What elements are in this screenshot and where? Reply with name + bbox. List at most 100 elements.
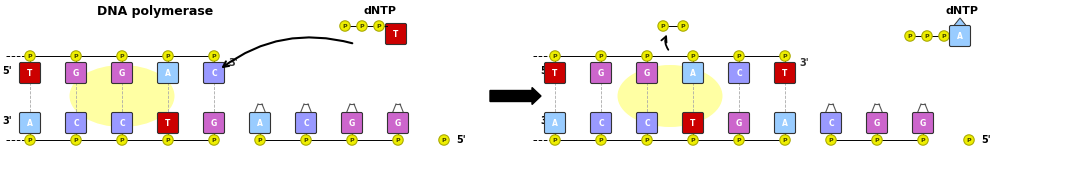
Text: P: P [553, 137, 557, 142]
Text: P: P [907, 33, 913, 39]
Circle shape [872, 135, 882, 145]
FancyBboxPatch shape [158, 62, 178, 84]
FancyBboxPatch shape [158, 113, 178, 134]
Circle shape [393, 135, 403, 145]
Polygon shape [639, 123, 654, 132]
Text: 5': 5' [540, 66, 550, 76]
Polygon shape [23, 123, 37, 132]
FancyBboxPatch shape [683, 62, 703, 84]
Circle shape [826, 135, 836, 145]
Text: P: P [645, 137, 649, 142]
Text: G: G [735, 118, 742, 127]
Text: 5': 5' [2, 66, 12, 76]
Circle shape [963, 135, 974, 145]
Polygon shape [686, 64, 700, 73]
Polygon shape [69, 123, 83, 132]
Polygon shape [916, 123, 930, 132]
Text: G: G [598, 68, 604, 78]
FancyBboxPatch shape [683, 113, 703, 134]
FancyBboxPatch shape [774, 113, 796, 134]
Circle shape [733, 135, 744, 145]
FancyBboxPatch shape [19, 62, 41, 84]
Text: P: P [212, 54, 216, 59]
Text: P: P [28, 137, 32, 142]
Polygon shape [299, 123, 313, 132]
Text: T: T [165, 118, 171, 127]
Text: P: P [875, 137, 879, 142]
FancyBboxPatch shape [544, 62, 566, 84]
Circle shape [780, 51, 791, 61]
FancyBboxPatch shape [203, 62, 225, 84]
Text: P: P [395, 137, 401, 142]
Text: A: A [782, 118, 788, 127]
Text: G: G [119, 68, 125, 78]
FancyBboxPatch shape [388, 113, 408, 134]
FancyBboxPatch shape [913, 113, 933, 134]
Text: A: A [552, 118, 558, 127]
Text: P: P [680, 23, 686, 28]
Polygon shape [548, 64, 563, 73]
FancyBboxPatch shape [866, 113, 888, 134]
Text: C: C [644, 118, 650, 127]
Polygon shape [824, 123, 838, 132]
Text: P: P [165, 54, 171, 59]
Text: P: P [120, 54, 124, 59]
Polygon shape [161, 64, 175, 73]
FancyBboxPatch shape [111, 62, 133, 84]
Circle shape [678, 21, 688, 31]
Polygon shape [869, 123, 885, 132]
Text: A: A [165, 68, 171, 78]
Circle shape [918, 135, 928, 145]
Polygon shape [778, 64, 793, 73]
Circle shape [438, 135, 449, 145]
Circle shape [550, 51, 561, 61]
Text: G: G [211, 118, 217, 127]
Text: G: G [72, 68, 79, 78]
Text: P: P [920, 137, 926, 142]
Text: P: P [828, 137, 834, 142]
Circle shape [356, 21, 367, 31]
Text: C: C [737, 68, 742, 78]
Text: P: P [924, 33, 929, 39]
Polygon shape [732, 64, 746, 73]
Circle shape [301, 135, 311, 145]
Text: C: C [119, 118, 125, 127]
FancyBboxPatch shape [821, 113, 841, 134]
Text: C: C [598, 118, 604, 127]
Circle shape [780, 135, 791, 145]
Text: dNTP: dNTP [364, 6, 396, 16]
Circle shape [25, 135, 36, 145]
FancyBboxPatch shape [66, 62, 86, 84]
Polygon shape [345, 123, 360, 132]
Text: P: P [691, 54, 696, 59]
Polygon shape [732, 123, 746, 132]
Text: P: P [377, 23, 381, 28]
FancyBboxPatch shape [249, 113, 270, 134]
Text: 3': 3' [540, 116, 550, 126]
Polygon shape [206, 123, 221, 132]
Text: P: P [553, 54, 557, 59]
Text: DNA polymerase: DNA polymerase [97, 4, 213, 17]
Text: T: T [27, 68, 32, 78]
Circle shape [642, 51, 652, 61]
Text: P: P [303, 137, 308, 142]
Polygon shape [114, 64, 130, 73]
Circle shape [596, 135, 606, 145]
Text: P: P [350, 137, 354, 142]
Text: P: P [165, 137, 171, 142]
Text: G: G [874, 118, 880, 127]
Circle shape [208, 51, 219, 61]
Text: P: P [120, 137, 124, 142]
FancyBboxPatch shape [66, 113, 86, 134]
Circle shape [596, 51, 606, 61]
FancyBboxPatch shape [949, 25, 971, 46]
Text: P: P [783, 137, 787, 142]
Circle shape [117, 51, 127, 61]
Circle shape [208, 135, 219, 145]
Text: A: A [690, 68, 696, 78]
Circle shape [117, 135, 127, 145]
Circle shape [71, 135, 81, 145]
Text: P: P [442, 137, 446, 142]
FancyBboxPatch shape [729, 113, 750, 134]
Polygon shape [686, 123, 700, 132]
